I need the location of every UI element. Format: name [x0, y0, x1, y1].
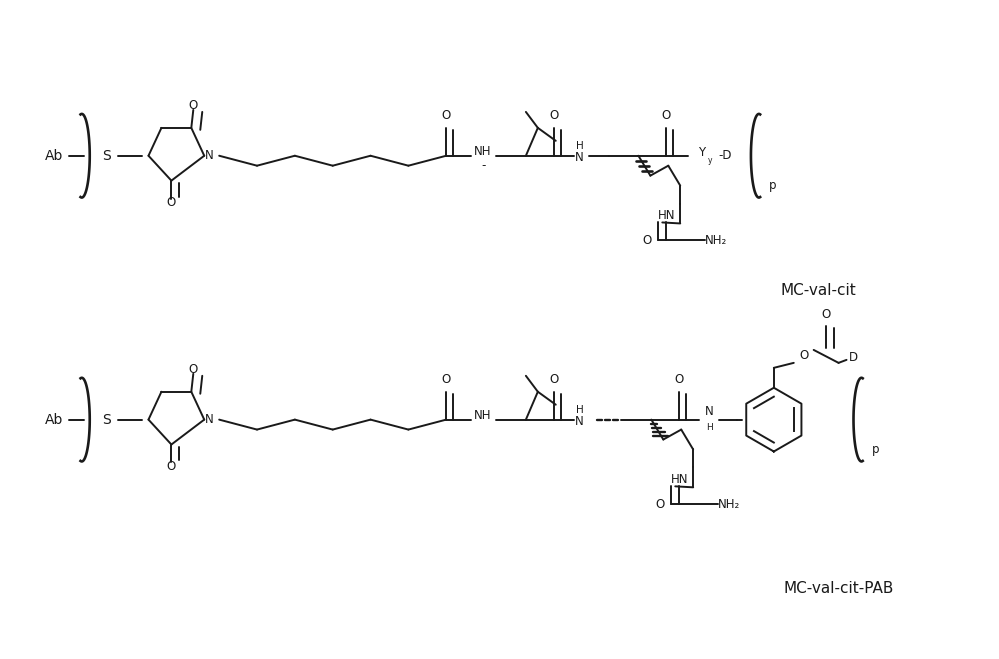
Text: O: O: [189, 100, 198, 113]
Text: MC-val-cit-PAB: MC-val-cit-PAB: [783, 581, 894, 596]
Text: NH₂: NH₂: [705, 234, 727, 247]
Text: O: O: [799, 349, 808, 362]
Text: Ab: Ab: [45, 413, 63, 426]
Text: p: p: [769, 179, 776, 192]
Text: O: O: [189, 363, 198, 376]
Text: S: S: [102, 413, 111, 426]
Text: O: O: [549, 373, 558, 386]
Text: O: O: [642, 234, 652, 247]
Text: NH₂: NH₂: [718, 498, 740, 511]
Text: N: N: [575, 415, 584, 428]
Text: MC-val-cit: MC-val-cit: [781, 283, 856, 298]
Text: S: S: [102, 149, 111, 163]
Text: O: O: [167, 196, 176, 209]
Text: O: O: [661, 109, 671, 123]
Text: O: O: [167, 460, 176, 473]
Text: N: N: [575, 151, 584, 164]
Text: O: O: [442, 373, 451, 386]
Text: -D: -D: [718, 149, 731, 162]
Text: Ab: Ab: [45, 149, 63, 163]
Text: H: H: [575, 405, 583, 415]
Text: HN: HN: [657, 209, 675, 222]
Text: N: N: [205, 413, 214, 426]
Text: N: N: [704, 405, 713, 418]
Text: NH: NH: [475, 409, 492, 422]
Text: D: D: [849, 351, 858, 364]
Text: O: O: [655, 498, 665, 511]
Text: -: -: [481, 159, 486, 172]
Text: HN: HN: [670, 473, 688, 486]
Text: O: O: [821, 308, 830, 320]
Text: H: H: [705, 423, 712, 432]
Text: p: p: [872, 443, 879, 456]
Text: Y: Y: [697, 146, 704, 159]
Text: NH: NH: [475, 145, 492, 158]
Text: N: N: [205, 149, 214, 162]
Text: O: O: [674, 373, 684, 386]
Text: y: y: [708, 156, 712, 165]
Text: H: H: [575, 141, 583, 151]
Text: O: O: [442, 109, 451, 123]
Text: O: O: [549, 109, 558, 123]
